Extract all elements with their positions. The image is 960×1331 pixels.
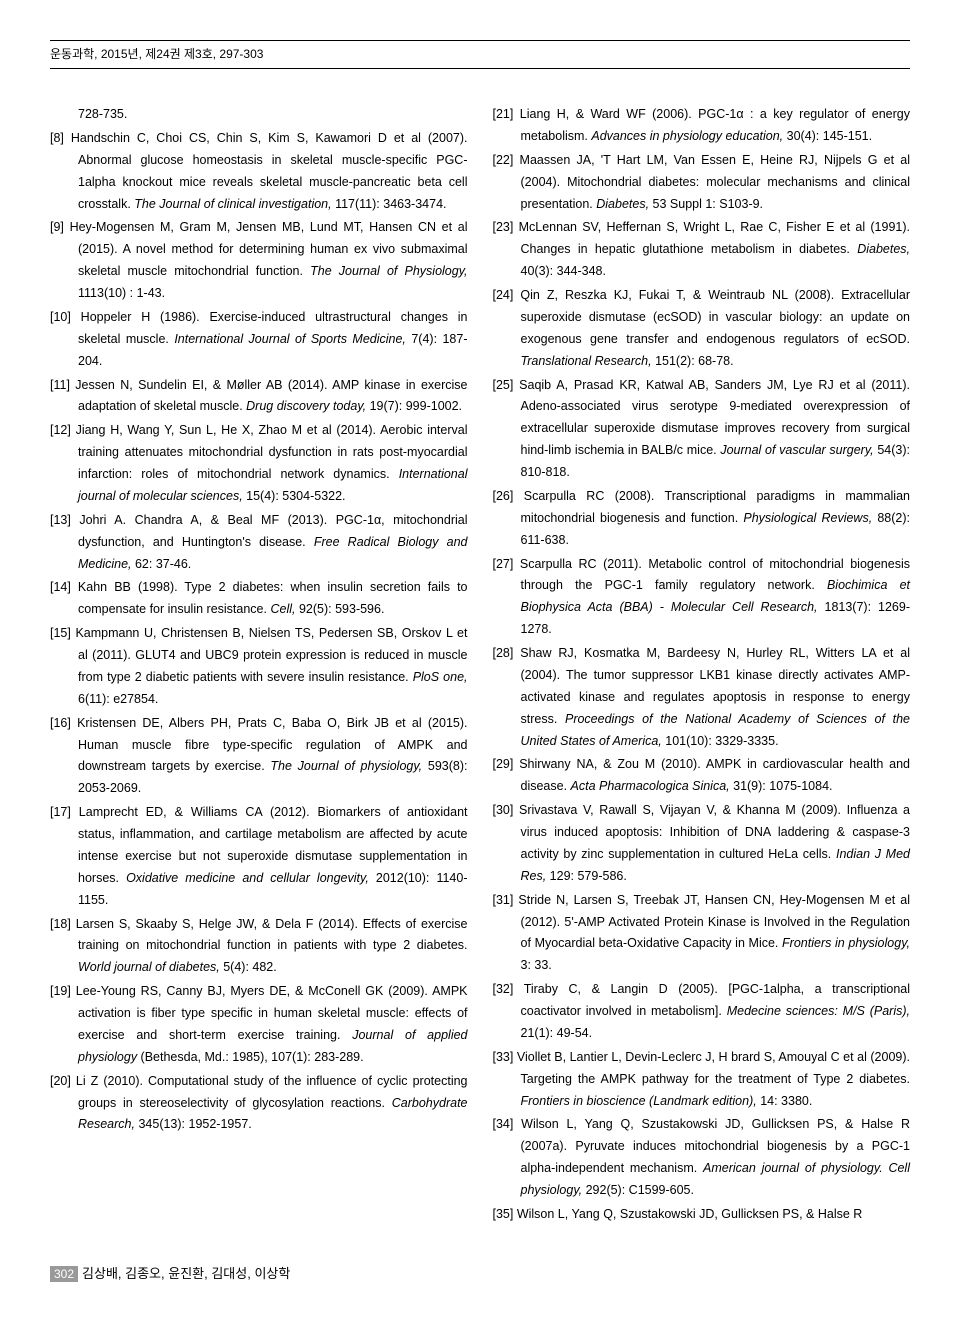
ref-pages: 62: 37-46. (132, 557, 192, 571)
ref-pages: 30(4): 145-151. (783, 129, 872, 143)
ref-text: [18] Larsen S, Skaaby S, Helge JW, & Del… (50, 917, 468, 953)
ref-text: [33] Viollet B, Lantier L, Devin-Leclerc… (493, 1050, 911, 1086)
ref-journal: Cell, (270, 602, 295, 616)
ref-text: [23] McLennan SV, Heffernan S, Wright L,… (493, 220, 911, 256)
ref-16: [16] Kristensen DE, Albers PH, Prats C, … (50, 713, 468, 801)
running-header: 운동과학, 2015년, 제24권 제3호, 297-303 (50, 45, 910, 69)
ref-7-cont: 728-735. (50, 104, 468, 126)
ref-text: [24] Qin Z, Reszka KJ, Fukai T, & Weintr… (493, 288, 911, 346)
ref-22: [22] Maassen JA, 'T Hart LM, Van Essen E… (493, 150, 911, 216)
ref-pages: 40(3): 344-348. (521, 264, 606, 278)
ref-pages: 53 Suppl 1: S103-9. (649, 197, 763, 211)
ref-pages: 345(13): 1952-1957. (135, 1117, 252, 1131)
ref-27: [27] Scarpulla RC (2011). Metabolic cont… (493, 554, 911, 642)
ref-pages: 92(5): 593-596. (295, 602, 384, 616)
ref-18: [18] Larsen S, Skaaby S, Helge JW, & Del… (50, 914, 468, 980)
ref-pages: 3: 33. (521, 958, 552, 972)
ref-12: [12] Jiang H, Wang Y, Sun L, He X, Zhao … (50, 420, 468, 508)
ref-11: [11] Jessen N, Sundelin EI, & Møller AB … (50, 375, 468, 419)
ref-pages: 292(5): C1599-605. (582, 1183, 694, 1197)
ref-34: [34] Wilson L, Yang Q, Szustakowski JD, … (493, 1114, 911, 1202)
ref-pages: 31(9): 1075-1084. (730, 779, 833, 793)
ref-28: [28] Shaw RJ, Kosmatka M, Bardeesy N, Hu… (493, 643, 911, 752)
ref-20: [20] Li Z (2010). Computational study of… (50, 1071, 468, 1137)
ref-journal: The Journal of physiology, (270, 759, 422, 773)
ref-9: [9] Hey-Mogensen M, Gram M, Jensen MB, L… (50, 217, 468, 305)
page-number: 302 (50, 1266, 78, 1282)
ref-pages: 21(1): 49-54. (521, 1026, 593, 1040)
ref-journal: Medecine sciences: M/S (Paris), (727, 1004, 910, 1018)
ref-journal: Physiological Reviews, (743, 511, 872, 525)
ref-journal: International Journal of Sports Medicine… (174, 332, 406, 346)
ref-journal: World journal of diabetes, (78, 960, 220, 974)
ref-17: [17] Lamprecht ED, & Williams CA (2012).… (50, 802, 468, 911)
ref-text: [14] Kahn BB (1998). Type 2 diabetes: wh… (50, 580, 468, 616)
ref-pages: 6(11): e27854. (78, 692, 158, 706)
ref-pages: 14: 3380. (757, 1094, 813, 1108)
ref-19: [19] Lee-Young RS, Canny BJ, Myers DE, &… (50, 981, 468, 1069)
ref-pages: 1113(10) : 1-43. (78, 286, 165, 300)
ref-32: [32] Tiraby C, & Langin D (2005). [PGC-1… (493, 979, 911, 1045)
ref-8: [8] Handschin C, Choi CS, Chin S, Kim S,… (50, 128, 468, 216)
ref-21: [21] Liang H, & Ward WF (2006). PGC-1α :… (493, 104, 911, 148)
ref-25: [25] Saqib A, Prasad KR, Katwal AB, Sand… (493, 375, 911, 484)
ref-pages: 129: 579-586. (546, 869, 627, 883)
ref-journal: Diabetes, (857, 242, 910, 256)
ref-pages: 117(11): 3463-3474. (332, 197, 447, 211)
ref-24: [24] Qin Z, Reszka KJ, Fukai T, & Weintr… (493, 285, 911, 373)
ref-journal: The Journal of Physiology, (310, 264, 467, 278)
ref-journal: Frontiers in physiology, (782, 936, 910, 950)
left-column: 728-735. [8] Handschin C, Choi CS, Chin … (50, 104, 468, 1228)
ref-30: [30] Srivastava V, Rawall S, Vijayan V, … (493, 800, 911, 888)
ref-29: [29] Shirwany NA, & Zou M (2010). AMPK i… (493, 754, 911, 798)
ref-text: 728-735. (78, 107, 127, 121)
ref-15: [15] Kampmann U, Christensen B, Nielsen … (50, 623, 468, 711)
ref-text: [15] Kampmann U, Christensen B, Nielsen … (50, 626, 468, 684)
ref-journal: Advances in physiology education, (591, 129, 783, 143)
ref-31: [31] Stride N, Larsen S, Treebak JT, Han… (493, 890, 911, 978)
ref-pages: 5(4): 482. (220, 960, 277, 974)
ref-13: [13] Johri A. Chandra A, & Beal MF (2013… (50, 510, 468, 576)
header-rule (50, 40, 910, 41)
page-footer: 302 김상배, 김종오, 윤진환, 김대성, 이상학 (50, 1263, 910, 1282)
ref-pages: 15(4): 5304-5322. (243, 489, 346, 503)
ref-journal: The Journal of clinical investigation, (134, 197, 331, 211)
ref-journal: PloS one, (413, 670, 468, 684)
ref-pages: 151(2): 68-78. (652, 354, 734, 368)
ref-journal: Translational Research, (521, 354, 652, 368)
ref-14: [14] Kahn BB (1998). Type 2 diabetes: wh… (50, 577, 468, 621)
ref-journal: Journal of vascular surgery, (720, 443, 873, 457)
two-column-content: 728-735. [8] Handschin C, Choi CS, Chin … (50, 104, 910, 1228)
ref-10: [10] Hoppeler H (1986). Exercise-induced… (50, 307, 468, 373)
ref-pages: 101(10): 3329-3335. (662, 734, 779, 748)
ref-journal: Frontiers in bioscience (Landmark editio… (521, 1094, 757, 1108)
ref-33: [33] Viollet B, Lantier L, Devin-Leclerc… (493, 1047, 911, 1113)
ref-journal: Drug discovery today, (246, 399, 366, 413)
ref-pages: (Bethesda, Md.: 1985), 107(1): 283-289. (137, 1050, 364, 1064)
ref-text: [35] Wilson L, Yang Q, Szustakowski JD, … (493, 1207, 863, 1221)
ref-journal: Diabetes, (596, 197, 649, 211)
page-container: 운동과학, 2015년, 제24권 제3호, 297-303 728-735. … (0, 0, 960, 1312)
right-column: [21] Liang H, & Ward WF (2006). PGC-1α :… (493, 104, 911, 1228)
ref-journal: Acta Pharmacologica Sinica, (571, 779, 730, 793)
ref-journal: Oxidative medicine and cellular longevit… (126, 871, 369, 885)
footer-authors: 김상배, 김종오, 윤진환, 김대성, 이상학 (82, 1266, 290, 1281)
ref-26: [26] Scarpulla RC (2008). Transcriptiona… (493, 486, 911, 552)
ref-pages: 19(7): 999-1002. (366, 399, 462, 413)
ref-23: [23] McLennan SV, Heffernan S, Wright L,… (493, 217, 911, 283)
ref-35: [35] Wilson L, Yang Q, Szustakowski JD, … (493, 1204, 911, 1226)
